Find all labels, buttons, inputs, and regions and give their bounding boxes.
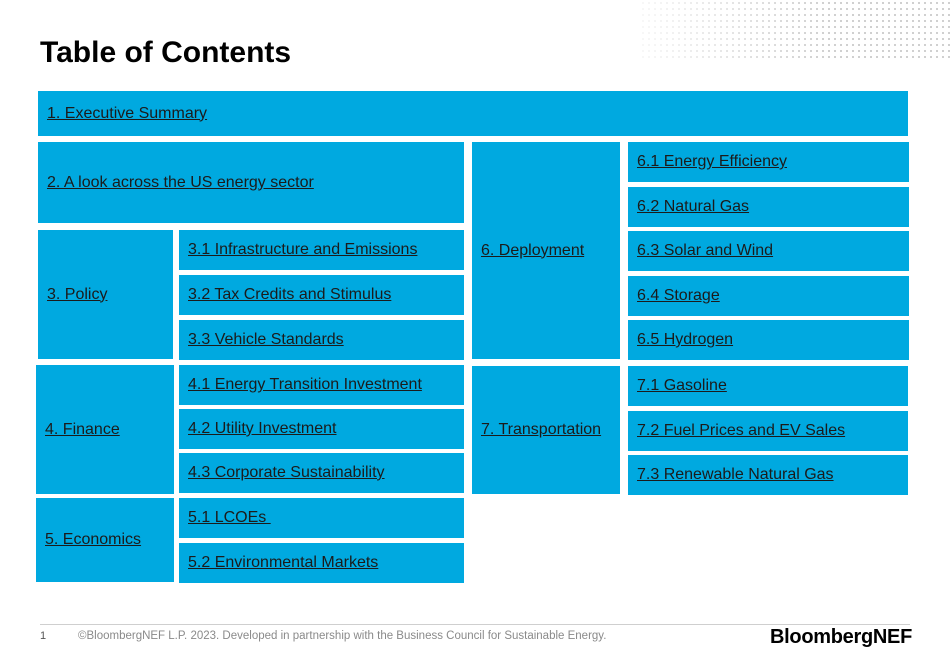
page-number: 1 [40, 630, 47, 642]
toc-link-label[interactable]: 5.1 LCOEs [188, 509, 271, 526]
toc-link-label[interactable]: 2. A look across the US energy sector [47, 173, 314, 191]
toc-finance[interactable]: 4. Finance [36, 365, 174, 494]
toc-link-label[interactable]: 6.3 Solar and Wind [637, 242, 774, 259]
toc-corporate-sustainability[interactable]: 4.3 Corporate Sustainability [179, 453, 464, 493]
logo-text-nef: NEF [872, 626, 912, 648]
toc-storage[interactable]: 6.4 Storage [628, 276, 909, 316]
toc-link-label[interactable]: 4.3 Corporate Sustainability [188, 464, 385, 481]
toc-vehicle-standards[interactable]: 3.3 Vehicle Standards [179, 320, 464, 360]
toc-link-label[interactable]: 3.3 Vehicle Standards [188, 331, 344, 348]
toc-us-energy-sector[interactable]: 2. A look across the US energy sector [38, 142, 464, 223]
logo-text-bloomberg: Bloomberg [770, 626, 873, 648]
toc-natural-gas[interactable]: 6.2 Natural Gas [628, 187, 909, 227]
toc-policy[interactable]: 3. Policy [38, 230, 173, 359]
toc-link-label[interactable]: 4. Finance [45, 420, 120, 438]
toc-link-label[interactable]: 7.3 Renewable Natural Gas [637, 466, 834, 483]
toc-link-label[interactable]: 4.1 Energy Transition Investment [188, 376, 422, 393]
toc-link-label[interactable]: 5.2 Environmental Markets [188, 554, 379, 571]
toc-link-label[interactable]: 6.1 Energy Efficiency [637, 153, 788, 170]
toc-link-label[interactable]: 4.2 Utility Investment [188, 420, 337, 437]
toc-link-label[interactable]: 6.2 Natural Gas [637, 198, 750, 215]
toc-transportation[interactable]: 7. Transportation [472, 366, 620, 494]
toc-link-label[interactable]: 6. Deployment [481, 241, 585, 259]
toc-link-label[interactable]: 7.2 Fuel Prices and EV Sales [637, 422, 846, 439]
toc-deployment[interactable]: 6. Deployment [472, 142, 620, 359]
toc-hydrogen[interactable]: 6.5 Hydrogen [628, 320, 909, 360]
toc-executive-summary[interactable]: 1. Executive Summary [38, 91, 908, 136]
toc-environmental-markets[interactable]: 5.2 Environmental Markets [179, 543, 464, 583]
toc-fuel-prices-ev-sales[interactable]: 7.2 Fuel Prices and EV Sales [628, 411, 908, 451]
toc-link-label[interactable]: 1. Executive Summary [47, 104, 208, 122]
page-title: Table of Contents [40, 36, 292, 69]
toc-gasoline[interactable]: 7.1 Gasoline [628, 366, 908, 406]
toc-link-label[interactable]: 6.5 Hydrogen [637, 331, 734, 348]
toc-tax-credits-stimulus[interactable]: 3.2 Tax Credits and Stimulus [179, 275, 464, 315]
footer-divider [40, 624, 910, 625]
toc-renewable-natural-gas[interactable]: 7.3 Renewable Natural Gas [628, 455, 908, 495]
toc-energy-transition-investment[interactable]: 4.1 Energy Transition Investment [179, 365, 464, 405]
toc-link-label[interactable]: 6.4 Storage [637, 287, 720, 304]
toc-link-label[interactable]: 7.1 Gasoline [637, 377, 727, 394]
toc-lcoes[interactable]: 5.1 LCOEs [179, 498, 464, 538]
toc-link-label[interactable]: 3. Policy [47, 285, 108, 303]
toc-solar-wind[interactable]: 6.3 Solar and Wind [628, 231, 909, 271]
bloombergnef-logo: BloombergNEF [770, 626, 912, 649]
toc-infrastructure-emissions[interactable]: 3.1 Infrastructure and Emissions [179, 230, 464, 270]
copyright-notice: ©BloombergNEF L.P. 2023. Developed in pa… [78, 630, 607, 642]
toc-energy-efficiency[interactable]: 6.1 Energy Efficiency [628, 142, 909, 182]
decorative-dot-pattern [640, 0, 950, 58]
toc-economics[interactable]: 5. Economics [36, 498, 174, 582]
toc-link-label[interactable]: 3.1 Infrastructure and Emissions [188, 241, 418, 258]
toc-link-label[interactable]: 3.2 Tax Credits and Stimulus [188, 286, 392, 303]
toc-utility-investment[interactable]: 4.2 Utility Investment [179, 409, 464, 449]
toc-link-label[interactable]: 5. Economics [45, 531, 142, 548]
toc-link-label[interactable]: 7. Transportation [481, 421, 602, 438]
